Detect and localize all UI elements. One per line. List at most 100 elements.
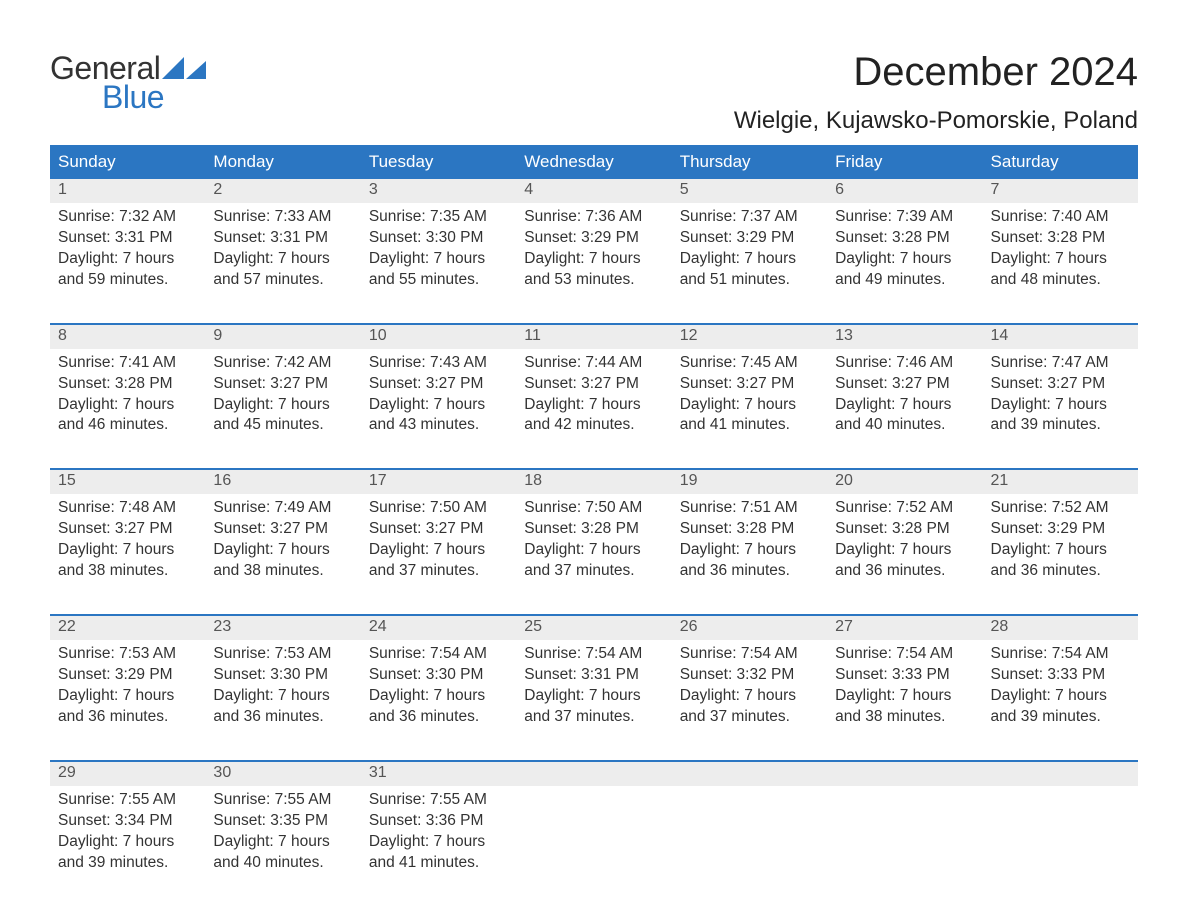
daylight-line: Daylight: 7 hours and 36 minutes. <box>213 686 352 728</box>
calendar-day: 12Sunrise: 7:45 AMSunset: 3:27 PMDayligh… <box>672 325 827 441</box>
day-body: Sunrise: 7:54 AMSunset: 3:33 PMDaylight:… <box>983 640 1138 732</box>
logo-text-2: Blue <box>102 79 206 116</box>
daylight-line: Daylight: 7 hours and 37 minutes. <box>524 686 663 728</box>
sunset-line: Sunset: 3:28 PM <box>991 228 1130 249</box>
daylight-line: Daylight: 7 hours and 48 minutes. <box>991 249 1130 291</box>
sunset-line: Sunset: 3:28 PM <box>835 519 974 540</box>
calendar-day: 26Sunrise: 7:54 AMSunset: 3:32 PMDayligh… <box>672 616 827 732</box>
day-body <box>827 786 982 794</box>
day-body: Sunrise: 7:54 AMSunset: 3:30 PMDaylight:… <box>361 640 516 732</box>
daylight-line: Daylight: 7 hours and 43 minutes. <box>369 395 508 437</box>
day-body: Sunrise: 7:33 AMSunset: 3:31 PMDaylight:… <box>205 203 360 295</box>
sunrise-line: Sunrise: 7:52 AM <box>991 498 1130 519</box>
sunset-line: Sunset: 3:29 PM <box>680 228 819 249</box>
calendar-day: 14Sunrise: 7:47 AMSunset: 3:27 PMDayligh… <box>983 325 1138 441</box>
sunrise-line: Sunrise: 7:43 AM <box>369 353 508 374</box>
sunrise-line: Sunrise: 7:39 AM <box>835 207 974 228</box>
calendar-day: 23 Sunrise: 7:53 AMSunset: 3:30 PMDayligh… <box>205 616 360 732</box>
sunrise-line: Sunrise: 7:41 AM <box>58 353 197 374</box>
day-body: Sunrise: 7:49 AMSunset: 3:27 PMDaylight:… <box>205 494 360 586</box>
sunset-line: Sunset: 3:30 PM <box>369 228 508 249</box>
day-number: 13 <box>827 325 982 349</box>
day-number: 14 <box>983 325 1138 349</box>
calendar-day: 1Sunrise: 7:32 AMSunset: 3:31 PMDaylight… <box>50 179 205 295</box>
daylight-line: Daylight: 7 hours and 46 minutes. <box>58 395 197 437</box>
day-body: Sunrise: 7:54 AMSunset: 3:31 PMDaylight:… <box>516 640 671 732</box>
sunset-line: Sunset: 3:27 PM <box>369 374 508 395</box>
day-body: Sunrise: 7:35 AMSunset: 3:30 PMDaylight:… <box>361 203 516 295</box>
sunrise-line: Sunrise: 7:46 AM <box>835 353 974 374</box>
sunrise-line: Sunrise: 7:44 AM <box>524 353 663 374</box>
calendar-day: 5Sunrise: 7:37 AMSunset: 3:29 PMDaylight… <box>672 179 827 295</box>
daylight-line: Daylight: 7 hours and 38 minutes. <box>835 686 974 728</box>
sunset-line: Sunset: 3:28 PM <box>58 374 197 395</box>
calendar-day: 22Sunrise: 7:53 AMSunset: 3:29 PMDayligh… <box>50 616 205 732</box>
calendar: Sunday Monday Tuesday Wednesday Thursday… <box>50 145 1138 877</box>
sunset-line: Sunset: 3:30 PM <box>213 665 352 686</box>
sunrise-line: Sunrise: 7:32 AM <box>58 207 197 228</box>
sunrise-line: Sunrise: 7:54 AM <box>835 644 974 665</box>
sunrise-line: Sunrise: 7:53 AM <box>58 644 197 665</box>
sunrise-line: Sunrise: 7:50 AM <box>524 498 663 519</box>
sunrise-line: Sunrise: 7:54 AM <box>680 644 819 665</box>
daylight-line: Daylight: 7 hours and 41 minutes. <box>680 395 819 437</box>
daylight-line: Daylight: 7 hours and 37 minutes. <box>369 540 508 582</box>
calendar-day: 21Sunrise: 7:52 AMSunset: 3:29 PMDayligh… <box>983 470 1138 586</box>
logo-triangle-icon <box>162 57 206 79</box>
calendar-day: 25Sunrise: 7:54 AMSunset: 3:31 PMDayligh… <box>516 616 671 732</box>
calendar-day: 6Sunrise: 7:39 AMSunset: 3:28 PMDaylight… <box>827 179 982 295</box>
calendar-day: 11Sunrise: 7:44 AMSunset: 3:27 PMDayligh… <box>516 325 671 441</box>
calendar-day: 9Sunrise: 7:42 AMSunset: 3:27 PMDaylight… <box>205 325 360 441</box>
sunrise-line: Sunrise: 7:55 AM <box>213 790 352 811</box>
day-number: 17 <box>361 470 516 494</box>
sunrise-line: Sunrise: 7:54 AM <box>991 644 1130 665</box>
daylight-line: Daylight: 7 hours and 38 minutes. <box>58 540 197 582</box>
day-body: Sunrise: 7:51 AMSunset: 3:28 PMDaylight:… <box>672 494 827 586</box>
day-body <box>516 786 671 794</box>
daylight-line: Daylight: 7 hours and 36 minutes. <box>835 540 974 582</box>
calendar-week: 8Sunrise: 7:41 AMSunset: 3:28 PMDaylight… <box>50 323 1138 441</box>
calendar-day: 29Sunrise: 7:55 AMSunset: 3:34 PMDayligh… <box>50 762 205 878</box>
daylight-line: Daylight: 7 hours and 37 minutes. <box>680 686 819 728</box>
sunrise-line: Sunrise: 7:48 AM <box>58 498 197 519</box>
day-body: Sunrise: 7:36 AMSunset: 3:29 PMDaylight:… <box>516 203 671 295</box>
calendar-day: 30Sunrise: 7:55 AMSunset: 3:35 PMDayligh… <box>205 762 360 878</box>
day-body: Sunrise: 7:55 AMSunset: 3:35 PMDaylight:… <box>205 786 360 878</box>
day-number: 30 <box>205 762 360 786</box>
sunset-line: Sunset: 3:27 PM <box>58 519 197 540</box>
calendar-day: 10Sunrise: 7:43 AMSunset: 3:27 PMDayligh… <box>361 325 516 441</box>
col-header: Wednesday <box>516 152 671 172</box>
calendar-header-row: Sunday Monday Tuesday Wednesday Thursday… <box>50 145 1138 177</box>
day-number: 11 <box>516 325 671 349</box>
sunset-line: Sunset: 3:27 PM <box>213 519 352 540</box>
day-number: 4 <box>516 179 671 203</box>
day-number: 28 <box>983 616 1138 640</box>
sunrise-line: Sunrise: 7:36 AM <box>524 207 663 228</box>
calendar-day: 31Sunrise: 7:55 AMSunset: 3:36 PMDayligh… <box>361 762 516 878</box>
calendar-day: 13Sunrise: 7:46 AMSunset: 3:27 PMDayligh… <box>827 325 982 441</box>
sunrise-line: Sunrise: 7:33 AM <box>213 207 352 228</box>
day-number: 8 <box>50 325 205 349</box>
col-header: Tuesday <box>361 152 516 172</box>
day-body: Sunrise: 7:32 AMSunset: 3:31 PMDaylight:… <box>50 203 205 295</box>
brand-logo: General Blue <box>50 50 206 116</box>
sunset-line: Sunset: 3:34 PM <box>58 811 197 832</box>
day-body: Sunrise: 7:53 AMSunset: 3:29 PMDaylight:… <box>50 640 205 732</box>
col-header: Monday <box>205 152 360 172</box>
day-body: Sunrise: 7:50 AMSunset: 3:27 PMDaylight:… <box>361 494 516 586</box>
calendar-day: 19Sunrise: 7:51 AMSunset: 3:28 PMDayligh… <box>672 470 827 586</box>
day-number: 9 <box>205 325 360 349</box>
daylight-line: Daylight: 7 hours and 59 minutes. <box>58 249 197 291</box>
sunrise-line: Sunrise: 7:53 AM <box>213 644 352 665</box>
sunset-line: Sunset: 3:29 PM <box>58 665 197 686</box>
day-number: 23 <box>205 616 360 640</box>
day-number: 31 <box>361 762 516 786</box>
day-body: Sunrise: 7:41 AMSunset: 3:28 PMDaylight:… <box>50 349 205 441</box>
calendar-day: 4Sunrise: 7:36 AMSunset: 3:29 PMDaylight… <box>516 179 671 295</box>
calendar-day: 17Sunrise: 7:50 AMSunset: 3:27 PMDayligh… <box>361 470 516 586</box>
daylight-line: Daylight: 7 hours and 36 minutes. <box>58 686 197 728</box>
calendar-day: 24Sunrise: 7:54 AMSunset: 3:30 PMDayligh… <box>361 616 516 732</box>
day-body: Sunrise: 7:52 AMSunset: 3:28 PMDaylight:… <box>827 494 982 586</box>
day-number: 21 <box>983 470 1138 494</box>
sunset-line: Sunset: 3:28 PM <box>524 519 663 540</box>
